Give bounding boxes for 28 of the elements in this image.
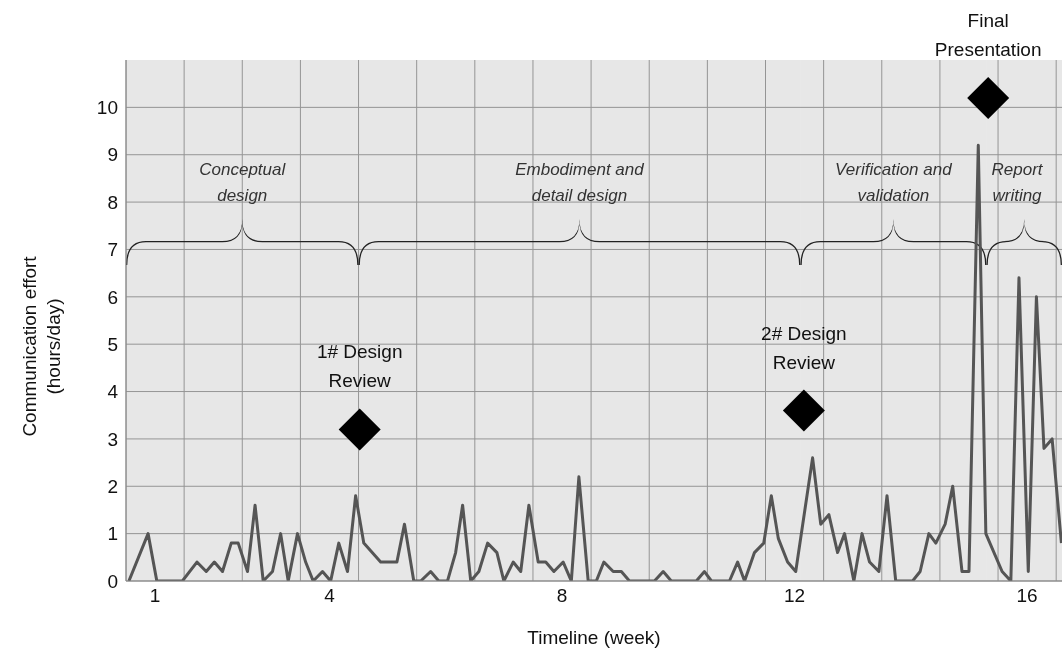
y-tick-label: 8 [107, 191, 118, 213]
annotation: 2# Design Review [761, 322, 847, 373]
x-tick-label: 8 [556, 585, 568, 607]
band-label: Report writing [991, 160, 1044, 206]
band-label: Verification and validation [835, 160, 953, 206]
x-tick-label: 12 [784, 585, 806, 607]
y-tick-label: 0 [107, 570, 118, 592]
band-label: Embodiment and detail design [515, 160, 645, 206]
y-axis-title: Communication effort (hours/day) [19, 255, 65, 437]
annotation: 1# Design Review [316, 341, 403, 392]
band-label: Conceptual design [199, 160, 287, 206]
y-tick-label: 2 [107, 476, 118, 498]
x-tick-label: 1 [149, 585, 161, 607]
y-tick-label: 6 [107, 286, 118, 308]
point [967, 76, 1010, 119]
x-axis-title: Timeline (week) [527, 627, 661, 648]
y-tick-label: 10 [96, 97, 118, 119]
y-tick-label: 1 [107, 523, 118, 545]
point [338, 408, 381, 451]
y-tick-label: 3 [107, 428, 118, 450]
y-tick-label: 5 [107, 333, 118, 355]
y-tick-label: 9 [107, 144, 118, 166]
x-tick-label: 16 [1016, 585, 1038, 607]
y-tick-label: 7 [107, 239, 118, 261]
point [782, 389, 825, 432]
x-tick-label: 4 [324, 585, 336, 607]
annotation: Final Presentation [934, 9, 1042, 60]
y-tick-label: 4 [107, 381, 119, 403]
